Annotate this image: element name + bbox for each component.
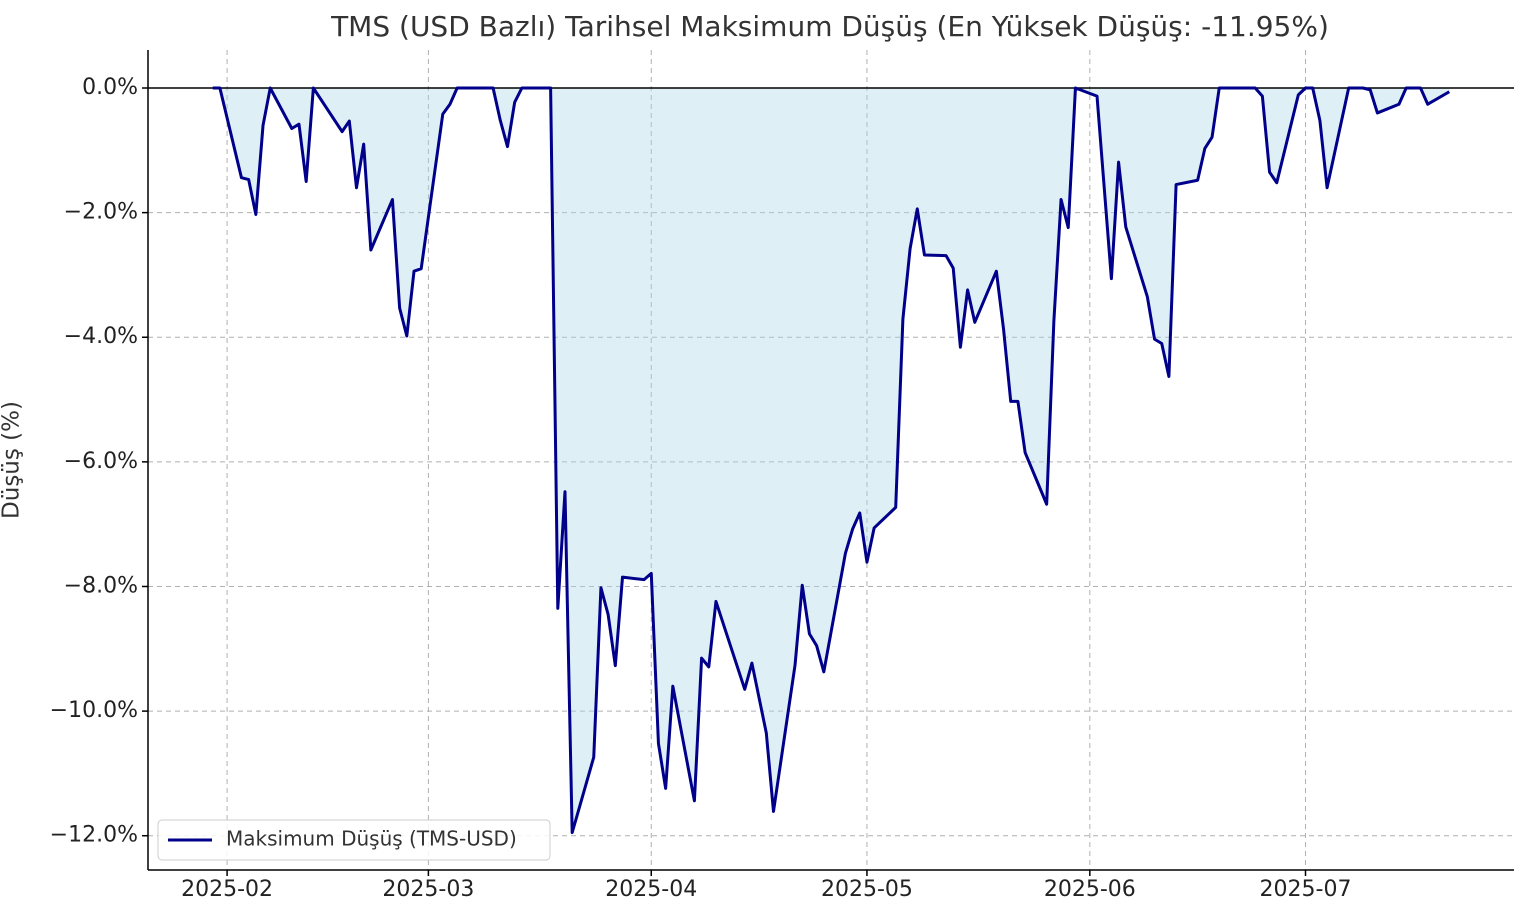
x-tick-label: 2025-07 xyxy=(1260,877,1352,902)
x-tick-label: 2025-05 xyxy=(821,877,913,902)
y-tick-label: −6.0% xyxy=(64,449,138,474)
x-tick-label: 2025-06 xyxy=(1044,877,1136,902)
y-tick-label: −10.0% xyxy=(50,698,138,723)
legend-box xyxy=(157,819,551,861)
y-tick-label: −2.0% xyxy=(64,200,138,225)
chart-title: TMS (USD Bazlı) Tarihsel Maksimum Düşüş … xyxy=(330,10,1329,43)
y-tick-label: −4.0% xyxy=(64,324,138,349)
y-tick-label: −8.0% xyxy=(64,573,138,598)
y-tick-label: 0.0% xyxy=(82,75,138,100)
area xyxy=(212,88,1450,833)
y-axis-label: Düşüş (%) xyxy=(0,401,25,519)
x-tick-label: 2025-04 xyxy=(605,877,697,902)
y-tick-label: −12.0% xyxy=(50,823,138,848)
x-tick-label: 2025-02 xyxy=(181,877,273,902)
x-tick-label: 2025-03 xyxy=(382,877,474,902)
legend-label: Maksimum Düşüş (TMS-USD) xyxy=(226,827,517,851)
line xyxy=(212,86,1451,835)
